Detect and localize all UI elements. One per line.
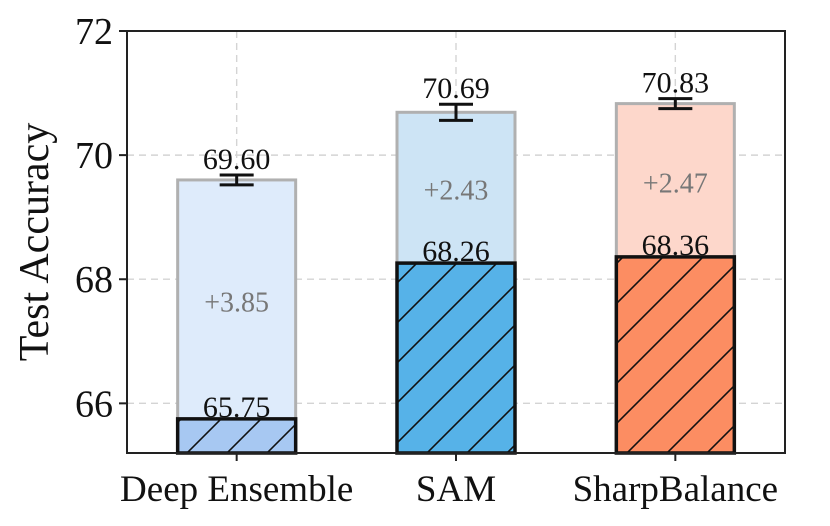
base-value-label: 68.36 [642,229,710,262]
bars: 69.60 65.75 +3.85 70.69 68.26 +2.43 70.83 68.36… [175,67,737,455]
base-value-label: 65.75 [203,391,271,424]
y-tick-label: 72 [75,11,113,53]
y-axis-label: Test Accuracy [12,123,58,361]
delta-label: +3.85 [204,287,269,318]
y-tick-label: 68 [75,259,113,301]
x-tick-label: SAM [416,469,496,510]
base-value-label: 68.26 [422,235,490,268]
x-tick-label: Deep Ensemble [120,469,353,510]
ensemble-value-label: 70.83 [642,67,710,100]
delta-label: +2.47 [643,168,708,199]
base-bar-hatch [175,417,298,455]
base-bar-hatch [395,261,517,455]
y-tick-label: 70 [75,135,113,177]
ensemble-bar [176,178,298,455]
ensemble-value-label: 70.69 [422,72,490,105]
y-axis: 66 68 70 72 [75,11,127,425]
base-bar-hatch [614,255,737,455]
x-tick-label: SharpBalance [573,469,778,510]
y-tick-label: 66 [75,383,113,425]
x-axis: Deep Ensemble SAM SharpBalance [120,453,778,510]
ensemble-value-label: 69.60 [203,143,271,176]
delta-label: +2.43 [424,176,489,207]
